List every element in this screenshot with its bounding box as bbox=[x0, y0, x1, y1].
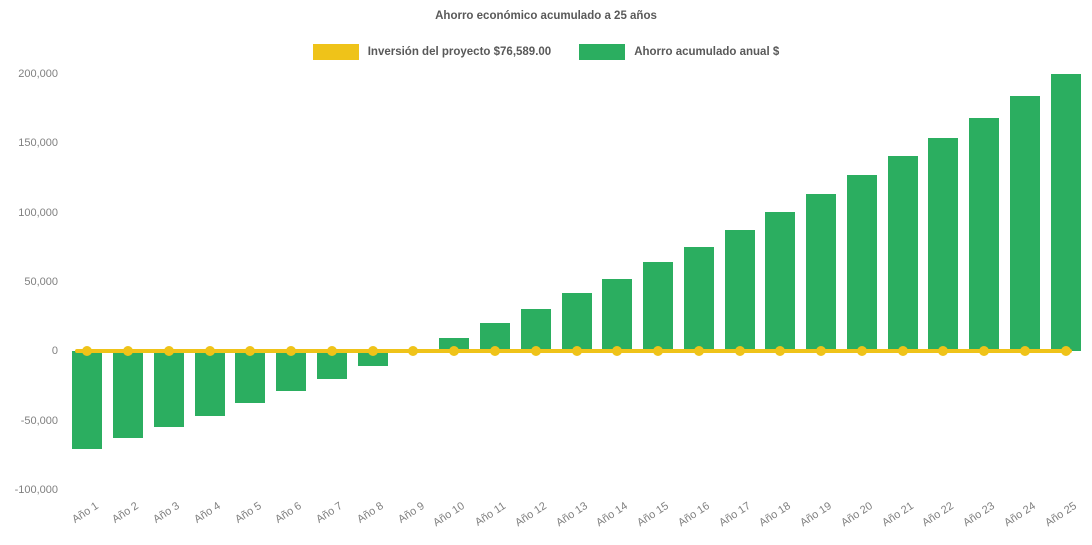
investment-line-marker bbox=[245, 346, 256, 357]
x-axis-label: Año 20 bbox=[839, 500, 875, 530]
x-axis-label: Año 13 bbox=[553, 500, 590, 530]
bar-año-18[interactable] bbox=[765, 211, 796, 352]
x-axis-label: Año 25 bbox=[1042, 500, 1079, 530]
x-axis-label: Año 1 bbox=[69, 500, 101, 526]
investment-line-marker bbox=[856, 346, 867, 357]
x-axis-label: Año 3 bbox=[151, 500, 182, 526]
investment-line-marker bbox=[979, 346, 990, 357]
investment-line-marker bbox=[326, 346, 337, 357]
bar-año-24[interactable] bbox=[1009, 96, 1040, 352]
bar-año-8[interactable] bbox=[357, 351, 388, 367]
x-axis-label: Año 6 bbox=[273, 500, 305, 526]
y-axis-tick-label: 100,000 bbox=[18, 206, 58, 219]
investment-line-marker bbox=[1060, 346, 1071, 357]
y-axis-tick-label: 200,000 bbox=[18, 68, 58, 80]
bar-año-13[interactable] bbox=[561, 293, 592, 352]
bar-año-4[interactable] bbox=[194, 351, 225, 417]
investment-line-marker bbox=[775, 346, 786, 357]
investment-line-marker bbox=[123, 346, 134, 357]
x-axis-label: Año 12 bbox=[512, 500, 549, 530]
x-axis-label: Año 11 bbox=[472, 500, 508, 529]
x-axis-label: Año 7 bbox=[314, 500, 345, 526]
legend-label-savings: Ahorro acumulado anual $ bbox=[634, 46, 780, 58]
investment-line-marker bbox=[204, 346, 215, 357]
investment-line-marker bbox=[82, 346, 93, 357]
y-axis-tick-label: 50,000 bbox=[24, 276, 58, 288]
x-axis-label: Año 9 bbox=[395, 500, 427, 526]
legend-item-savings[interactable]: Ahorro acumulado anual $ bbox=[579, 44, 779, 60]
legend-swatch-investment bbox=[312, 44, 359, 60]
bar-año-1[interactable] bbox=[72, 351, 103, 450]
investment-line-marker bbox=[1019, 346, 1030, 357]
bar-año-17[interactable] bbox=[724, 229, 755, 352]
investment-line-marker bbox=[286, 346, 297, 357]
investment-line-marker bbox=[816, 346, 827, 357]
legend-swatch-savings bbox=[579, 44, 626, 60]
x-axis-label: Año 17 bbox=[716, 500, 753, 530]
x-axis-label: Año 24 bbox=[1002, 500, 1038, 530]
bar-año-25[interactable] bbox=[1050, 74, 1081, 352]
x-axis-label: Año 23 bbox=[961, 500, 998, 530]
bar-año-14[interactable] bbox=[602, 278, 633, 352]
y-axis-tick-label: 0 bbox=[51, 345, 58, 358]
investment-line-marker bbox=[734, 346, 745, 357]
investment-line-marker bbox=[367, 346, 378, 357]
investment-line-marker bbox=[571, 346, 582, 357]
investment-line-marker bbox=[653, 346, 664, 357]
x-axis-label: Año 19 bbox=[798, 500, 835, 530]
x-axis-label: Año 15 bbox=[635, 500, 672, 530]
x-axis-label: Año 21 bbox=[879, 500, 916, 530]
investment-line-marker bbox=[489, 346, 500, 357]
bar-año-22[interactable] bbox=[928, 137, 959, 352]
x-axis-label: Año 8 bbox=[355, 500, 386, 526]
x-axis-label: Año 14 bbox=[594, 500, 631, 530]
bar-año-10[interactable] bbox=[439, 337, 470, 352]
bar-año-19[interactable] bbox=[806, 194, 837, 352]
x-axis-label: Año 22 bbox=[920, 500, 957, 530]
y-axis-tick-label: -100,000 bbox=[14, 484, 58, 496]
bar-año-6[interactable] bbox=[276, 351, 307, 392]
bar-año-16[interactable] bbox=[683, 246, 714, 352]
investment-line-marker bbox=[612, 346, 623, 357]
legend-label-investment: Inversión del proyecto $76,589.00 bbox=[367, 46, 552, 58]
x-axis-label: Año 18 bbox=[757, 500, 794, 530]
bar-año-3[interactable] bbox=[153, 351, 184, 428]
investment-line-marker bbox=[897, 346, 908, 357]
investment-line-marker bbox=[449, 346, 460, 357]
investment-line-marker bbox=[530, 346, 541, 357]
investment-line-marker bbox=[163, 346, 174, 357]
x-axis-label: Año 5 bbox=[232, 500, 264, 526]
x-axis-label: Año 10 bbox=[431, 500, 468, 530]
x-axis-label: Año 2 bbox=[110, 500, 142, 526]
bar-año-15[interactable] bbox=[643, 262, 674, 352]
bar-año-23[interactable] bbox=[969, 117, 1000, 352]
legend-item-investment[interactable]: Inversión del proyecto $76,589.00 bbox=[312, 44, 552, 60]
bar-año-5[interactable] bbox=[235, 351, 266, 404]
bar-año-2[interactable] bbox=[113, 351, 144, 439]
investment-line-marker bbox=[938, 346, 949, 357]
x-axis-label: Año 16 bbox=[675, 500, 712, 530]
y-axis-tick-label: -50,000 bbox=[20, 414, 58, 427]
chart-title: Ahorro económico acumulado a 25 años bbox=[435, 10, 657, 22]
y-axis-tick-label: 150,000 bbox=[18, 137, 58, 150]
bar-año-20[interactable] bbox=[846, 175, 877, 352]
bar-año-21[interactable] bbox=[887, 156, 918, 352]
investment-line-marker bbox=[693, 346, 704, 357]
chart-legend: Inversión del proyecto $76,589.00 Ahorro… bbox=[0, 44, 1092, 60]
bar-año-12[interactable] bbox=[520, 308, 551, 352]
investment-line-marker bbox=[408, 346, 419, 357]
x-axis-label: Año 4 bbox=[192, 500, 223, 526]
